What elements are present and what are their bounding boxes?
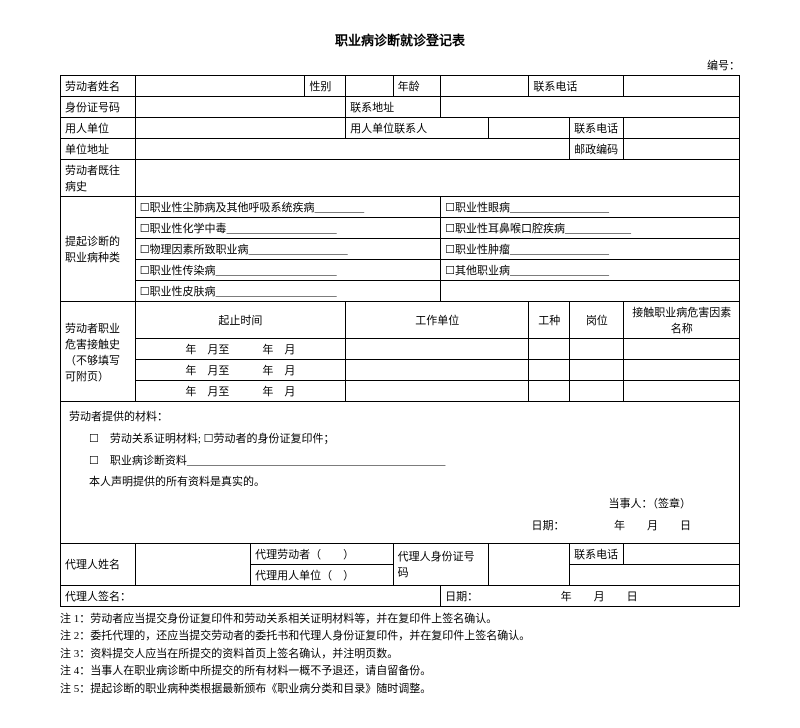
materials-line1[interactable]: ☐ 劳动关系证明材料; ☐劳动者的身份证复印件； (69, 430, 731, 450)
post-value[interactable] (624, 139, 740, 160)
addr-label: 联系地址 (346, 97, 441, 118)
disease-r4b[interactable]: ☐其他职业病__________________ (441, 260, 740, 281)
materials-line2[interactable]: ☐ 职业病诊断资料_______________________________… (69, 452, 731, 472)
occ-row1-post[interactable] (570, 339, 624, 360)
occ-row2-time[interactable]: 年 月至 年 月 (135, 360, 345, 381)
phone-label: 联系电话 (529, 76, 624, 97)
note-3: 注 3：资料提交人应当在所提交的资料首页上签名确认，并注明页数。 (60, 646, 740, 663)
form-title: 职业病诊断就诊登记表 (60, 30, 740, 49)
agent-sign-label[interactable]: 代理人签名： (61, 585, 441, 606)
disease-r2b[interactable]: ☐职业性耳鼻喉口腔疾病____________ (441, 218, 740, 239)
occ-col-post: 岗位 (570, 302, 624, 339)
id-value[interactable] (135, 97, 345, 118)
materials-sig[interactable]: 当事人：（签章） (69, 495, 731, 515)
occ-row3-time[interactable]: 年 月至 年 月 (135, 381, 345, 402)
occ-row3-work[interactable] (529, 381, 570, 402)
name-label: 劳动者姓名 (61, 76, 136, 97)
agent-name-label: 代理人姓名 (61, 543, 136, 585)
occ-col-factor: 接触职业病危害因素名称 (624, 302, 740, 339)
disease-r2a[interactable]: ☐职业性化学中毒____________________ (135, 218, 440, 239)
gender-label: 性别 (305, 76, 346, 97)
emp-phone-label: 联系电话 (570, 118, 624, 139)
occ-col-unit: 工作单位 (346, 302, 529, 339)
occ-row1-work[interactable] (529, 339, 570, 360)
age-label: 年龄 (393, 76, 441, 97)
agent-phone-label: 联系电话 (570, 543, 624, 564)
agent-id-value[interactable] (488, 543, 569, 585)
agent-worker-label[interactable]: 代理劳动者（ ） (251, 543, 394, 564)
occ-row3-factor[interactable] (624, 381, 740, 402)
agent-sign-date[interactable]: 日期： 年 月 日 (441, 585, 740, 606)
occ-header: 劳动者职业危害接触史（不够填写可附页） (61, 302, 136, 402)
history-label: 劳动者既往病史 (61, 160, 136, 197)
disease-r3a[interactable]: ☐物理因素所致职业病__________________ (135, 239, 440, 260)
materials-cell: 劳动者提供的材料： ☐ 劳动关系证明材料; ☐劳动者的身份证复印件； ☐ 职业病… (61, 402, 740, 544)
occ-row2-post[interactable] (570, 360, 624, 381)
occ-row1-factor[interactable] (624, 339, 740, 360)
footnotes: 注 1：劳动者应当提交身份证复印件和劳动关系相关证明材料等，并在复印件上签名确认… (60, 611, 740, 698)
agent-employer-label[interactable]: 代理用人单位（ ） (251, 564, 394, 585)
disease-r5a[interactable]: ☐职业性皮肤病______________________ (135, 281, 440, 302)
post-label: 邮政编码 (570, 139, 624, 160)
note-2: 注 2：委托代理的，还应当提交劳动者的委托书和代理人身份证复印件，并在复印件上签… (60, 628, 740, 645)
name-value[interactable] (135, 76, 305, 97)
materials-header: 劳动者提供的材料： (69, 408, 731, 428)
note-5: 注 5：提起诊断的职业病种类根据最新颁布《职业病分类和目录》随时调整。 (60, 681, 740, 698)
occ-row3-post[interactable] (570, 381, 624, 402)
employer-label: 用人单位 (61, 118, 136, 139)
age-value[interactable] (441, 76, 529, 97)
disease-r1a[interactable]: ☐职业性尘肺病及其他呼吸系统疾病_________ (135, 197, 440, 218)
serial-number: 编号： (60, 57, 740, 73)
main-table: 劳动者姓名 性别 年龄 联系电话 身份证号码 联系地址 用人单位 用人单位联系人… (60, 75, 740, 607)
occ-row2-unit[interactable] (346, 360, 529, 381)
occ-row1-unit[interactable] (346, 339, 529, 360)
emp-addr-label: 单位地址 (61, 139, 136, 160)
disease-header: 提起诊断的职业病种类 (61, 197, 136, 302)
emp-contact-value[interactable] (488, 118, 569, 139)
materials-date[interactable]: 日期： 年 月 日 (69, 517, 731, 537)
phone-value[interactable] (624, 76, 740, 97)
agent-name-value[interactable] (135, 543, 250, 585)
materials-decl: 本人声明提供的所有资料是真实的。 (69, 473, 731, 493)
occ-row1-time[interactable]: 年 月至 年 月 (135, 339, 345, 360)
note-1: 注 1：劳动者应当提交身份证复印件和劳动关系相关证明材料等，并在复印件上签名确认… (60, 611, 740, 628)
emp-phone-value[interactable] (624, 118, 740, 139)
occ-row3-unit[interactable] (346, 381, 529, 402)
id-label: 身份证号码 (61, 97, 136, 118)
disease-r1b[interactable]: ☐职业性眼病__________________ (441, 197, 740, 218)
occ-col-work: 工种 (529, 302, 570, 339)
occ-col-time: 起止时间 (135, 302, 345, 339)
agent-extra[interactable] (570, 564, 740, 585)
agent-id-label: 代理人身份证号码 (393, 543, 488, 585)
gender-value[interactable] (346, 76, 394, 97)
emp-contact-label: 用人单位联系人 (346, 118, 489, 139)
history-value[interactable] (135, 160, 739, 197)
disease-r3b[interactable]: ☐职业性肿瘤__________________ (441, 239, 740, 260)
agent-phone-value[interactable] (624, 543, 740, 564)
occ-row2-work[interactable] (529, 360, 570, 381)
employer-value[interactable] (135, 118, 345, 139)
disease-r5b[interactable] (441, 281, 740, 302)
note-4: 注 4：当事人在职业病诊断中所提交的所有材料一概不予退还，请自留备份。 (60, 663, 740, 680)
occ-row2-factor[interactable] (624, 360, 740, 381)
emp-addr-value[interactable] (135, 139, 569, 160)
disease-r4a[interactable]: ☐职业性传染病______________________ (135, 260, 440, 281)
addr-value[interactable] (441, 97, 740, 118)
